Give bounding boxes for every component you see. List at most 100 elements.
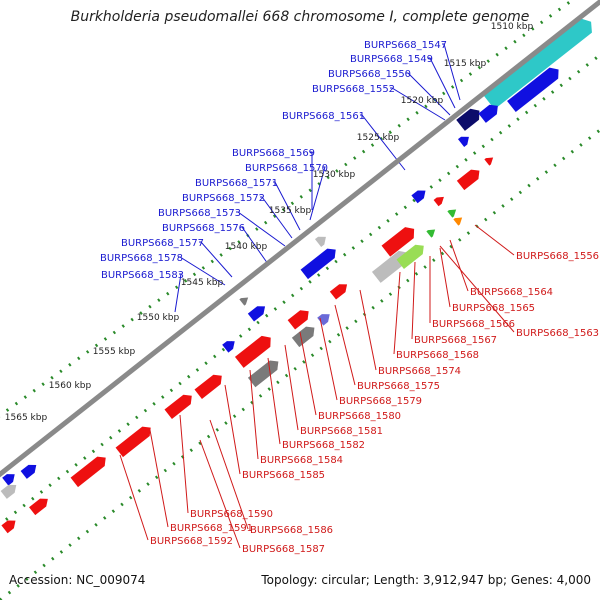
leader-forward-6 [309,166,326,221]
forward-gene-4 [300,248,336,280]
other-gene-4 [0,484,17,499]
leader-forward-11 [199,241,233,278]
leader-reverse-12 [267,357,281,445]
leader-reverse-2 [439,247,451,308]
topology-text: Topology: circular; Length: 3,912,947 bp… [261,573,591,587]
gene-label-reverse-2: BURPS668_1565 [452,303,535,314]
gene-label-reverse-7: BURPS668_1574 [378,366,461,377]
leader-reverse-7 [359,289,377,371]
gene-label-reverse-4: BURPS668_1563 [516,328,599,339]
tick-label-6: 1540 kbp [225,242,268,252]
other-gene-5 [314,236,326,248]
leader-forward-4 [360,114,406,171]
reverse-gene-2 [287,310,309,330]
accession-text: Accession: NC_009074 [9,573,146,587]
reverse-gene-12 [329,284,348,300]
reverse-gene-3 [234,335,271,368]
gene-label-forward-3: BURPS668_1552 [312,84,395,95]
cyan-gene-band [483,18,592,110]
gene-label-forward-5: BURPS668_1569 [232,148,315,159]
other-gene-3 [247,360,279,388]
gene-label-reverse-17: BURPS668_1586 [250,525,333,536]
tick-label-5: 1535 kbp [269,206,312,216]
other-gene-1 [396,244,424,269]
leader-forward-2 [406,72,451,116]
chromosome-backbone [0,0,600,478]
leader-reverse-10 [299,331,317,416]
gene-label-forward-1: BURPS668_1549 [350,54,433,65]
leader-forward-7 [273,181,301,231]
forward-gene-8 [2,474,15,486]
leader-reverse-6 [393,271,401,355]
tick-label-2: 1520 kbp [401,96,444,106]
gene-label-reverse-12: BURPS668_1582 [282,440,365,451]
reverse-gene-4 [194,374,222,399]
gene-label-forward-9: BURPS668_1573 [158,208,241,219]
gene-labels: BURPS668_1547 BURPS668_1549 BURPS668_1550 B… [100,40,599,555]
gene-label-forward-10: BURPS668_1576 [162,223,245,234]
leader-reverse-9 [319,317,338,401]
gene-label-reverse-3: BURPS668_1566 [432,319,515,330]
gene-label-forward-2: BURPS668_1550 [328,69,411,80]
forward-gene-6 [222,341,235,353]
gene-label-reverse-11: BURPS668_1581 [300,426,383,437]
reverse-gene-10 [484,157,494,166]
gene-label-reverse-14: BURPS668_1585 [242,470,325,481]
leader-reverse-11 [284,344,299,431]
gene-label-reverse-8: BURPS668_1575 [357,381,440,392]
leader-forward-8 [260,196,293,239]
gene-label-reverse-10: BURPS668_1580 [318,411,401,422]
other-gene-7 [426,229,436,238]
tick-label-9: 1555 kbp [93,347,136,357]
gene-label-forward-12: BURPS668_1578 [100,253,183,264]
reverse-gene-11 [433,196,444,207]
gene-label-reverse-16: BURPS668_1591 [170,523,253,534]
label-leader-lines [119,43,515,549]
genome-title: Burkholderia pseudomallei 668 chromosome… [70,9,530,25]
forward-gene-5 [247,306,266,322]
leader-reverse-0 [474,224,515,256]
forward-gene-3 [411,190,426,204]
reverse-gene-1 [381,227,415,257]
gene-label-forward-6: BURPS668_1570 [245,163,328,174]
reverse-gene-7 [70,456,106,488]
reverse-gene-6 [115,426,151,458]
leader-forward-0 [442,43,461,101]
gene-label-forward-0: BURPS668_1547 [364,40,447,51]
leader-forward-10 [240,226,269,265]
other-gene-6 [447,209,457,218]
leader-forward-1 [428,57,456,109]
other-gene-9 [317,314,330,326]
gene-label-forward-13: BURPS668_1583 [101,270,184,281]
guide-line-0 [0,0,575,418]
leader-reverse-13 [249,369,259,460]
leader-reverse-17 [209,419,249,530]
forward-gene-0 [507,67,559,113]
gene-label-reverse-13: BURPS668_1584 [260,455,343,466]
leader-forward-5 [310,151,313,210]
gene-label-forward-7: BURPS668_1571 [195,178,278,189]
tick-label-1: 1515 kbp [444,59,487,69]
gene-label-reverse-1: BURPS668_1564 [470,287,553,298]
gene-label-reverse-0: BURPS668_1556 [516,251,599,262]
gene-label-reverse-6: BURPS668_1568 [396,350,479,361]
reverse-gene-9 [1,520,16,534]
reverse-gene-0 [456,169,480,191]
gene-label-forward-8: BURPS668_1572 [182,193,265,204]
leader-reverse-1 [449,239,469,292]
gene-features [0,18,592,534]
position-ticks: 1510 kbp 1515 kbp 1520 kbp 1525 kbp 1530 kbp… [5,22,534,423]
leader-reverse-18 [119,454,149,541]
tick-label-11: 1565 kbp [5,413,48,423]
tick-label-0: 1510 kbp [491,22,534,32]
navy-gene [456,108,480,131]
reverse-gene-5 [164,394,192,419]
gene-label-forward-11: BURPS668_1577 [121,238,204,249]
leader-reverse-15 [179,414,189,514]
leader-forward-3 [390,87,446,121]
gene-label-forward-4: BURPS668_1561 [282,111,365,122]
forward-gene-1 [478,104,498,123]
tick-label-7: 1545 kbp [181,278,224,288]
